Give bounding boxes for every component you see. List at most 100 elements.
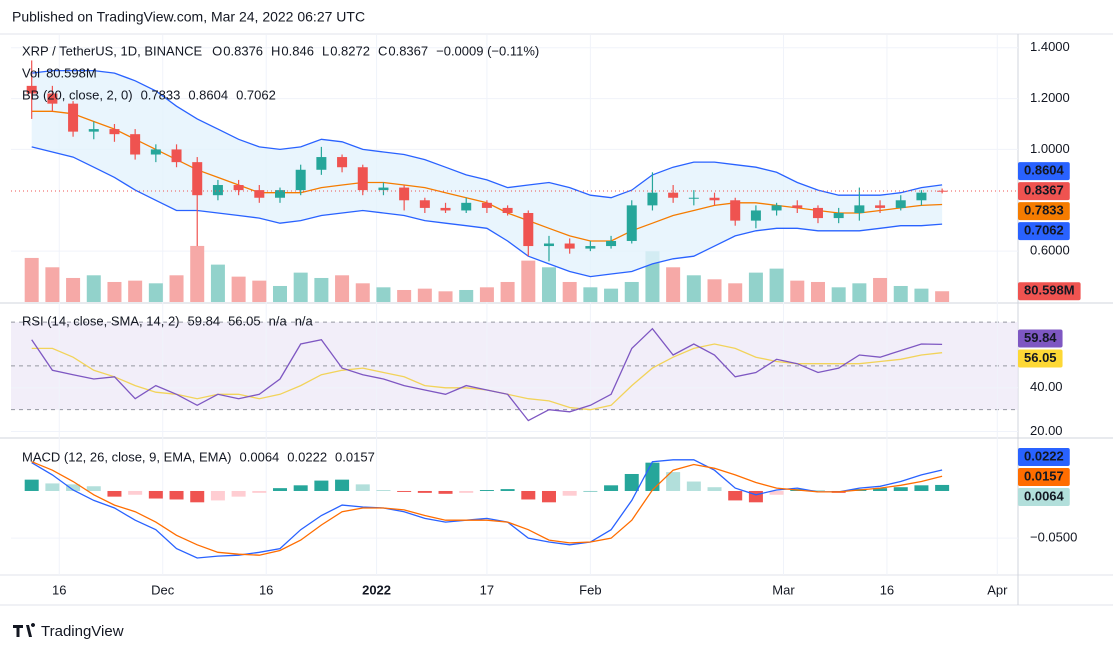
candle-body xyxy=(88,129,99,132)
histogram-bar xyxy=(459,490,474,493)
candle-body xyxy=(585,246,596,249)
histogram-bar xyxy=(479,490,494,491)
volume-bar xyxy=(355,283,370,302)
volume-bar xyxy=(252,280,267,302)
x-tick-label: 16 xyxy=(880,582,894,597)
value-tag: 0.0157 xyxy=(1024,468,1064,483)
histogram-bar xyxy=(438,490,453,494)
histogram-bar xyxy=(914,485,929,491)
volume-bar xyxy=(935,291,950,302)
histogram-bar xyxy=(686,481,701,491)
candle-body xyxy=(502,207,513,213)
band-line xyxy=(31,69,943,199)
value-tag-box xyxy=(1018,162,1070,181)
candle-body xyxy=(192,162,203,196)
histogram-bar xyxy=(810,490,825,491)
volume-bar xyxy=(293,272,308,302)
volume-bar xyxy=(748,272,763,302)
histogram-bar xyxy=(45,483,60,491)
candle-body xyxy=(895,200,906,208)
histogram-bar xyxy=(376,490,391,491)
volume-bar xyxy=(66,277,81,302)
histogram-bar xyxy=(397,490,412,492)
volume-bar xyxy=(417,288,432,302)
candle-body xyxy=(937,190,948,192)
value-tag-box xyxy=(1018,488,1070,507)
volume-bar xyxy=(45,267,60,302)
value-tag-box xyxy=(1018,468,1070,487)
band-fill xyxy=(31,70,943,277)
candle-body xyxy=(419,200,430,208)
legend-prefix: L xyxy=(322,43,329,58)
candle-body xyxy=(812,207,823,219)
candle-body xyxy=(295,169,306,191)
volume-bar xyxy=(686,275,701,302)
legend-na: n/a xyxy=(269,313,288,328)
candle-body xyxy=(212,185,223,196)
histogram-bar xyxy=(272,488,287,491)
volume-bar xyxy=(231,276,246,302)
legend-value: 0.0222 xyxy=(287,449,327,464)
legend-value: 0.846 xyxy=(281,43,314,58)
logo: TradingView xyxy=(13,623,124,640)
legend-title: BB (20, close, 2, 0) xyxy=(22,87,133,102)
legend-value: 0.8272 xyxy=(330,43,370,58)
candle-body xyxy=(254,190,265,198)
volume-bar xyxy=(86,275,101,302)
volume-bar xyxy=(272,285,287,302)
volume-bar xyxy=(562,281,577,302)
legend-title: RSI (14, close, SMA, 14, 2) xyxy=(22,313,180,328)
histogram-bar xyxy=(748,490,763,503)
x-tick-label: 16 xyxy=(259,582,273,597)
legend-prefix: O xyxy=(212,43,222,58)
candle-body xyxy=(378,187,389,191)
histogram-bar xyxy=(355,484,370,491)
histogram-bar xyxy=(417,490,432,493)
value-tag: 0.8604 xyxy=(1024,163,1065,178)
value-tag: 59.84 xyxy=(1024,330,1057,345)
candle-body xyxy=(854,205,865,213)
histogram-bar xyxy=(707,487,722,491)
value-tag: 0.8367 xyxy=(1024,183,1064,198)
candle-body xyxy=(357,167,368,191)
volume-bar xyxy=(914,288,929,302)
candle-body xyxy=(68,103,79,132)
band-fill xyxy=(11,322,1018,410)
candle-body xyxy=(461,202,472,211)
legend-value: 0.8376 xyxy=(223,43,263,58)
candle-body xyxy=(233,185,244,191)
candle-body xyxy=(523,213,534,247)
volume-bar xyxy=(438,291,453,302)
indicator-line xyxy=(31,461,943,556)
y-tick-label: 40.00 xyxy=(1030,379,1063,394)
histogram-bar xyxy=(66,484,81,491)
candle-body xyxy=(26,85,37,94)
legend-value: 0.8367 xyxy=(388,43,428,58)
histogram-bar xyxy=(500,489,515,491)
volume-bar xyxy=(210,264,225,302)
value-tag-box xyxy=(1018,182,1070,201)
volume-bar xyxy=(707,279,722,302)
candle-body xyxy=(771,205,782,211)
candle-body xyxy=(130,134,141,155)
logo-icon xyxy=(13,622,36,637)
candle-body xyxy=(47,93,58,104)
legend-prefix: H xyxy=(271,43,280,58)
histogram-bar xyxy=(335,479,350,491)
volume-bar xyxy=(541,267,556,302)
volume-bar xyxy=(831,287,846,302)
histogram-bar xyxy=(583,490,598,492)
histogram-bar xyxy=(604,485,619,491)
histogram-bar xyxy=(521,490,536,500)
histogram-bar xyxy=(728,490,743,501)
histogram-bar xyxy=(252,490,267,493)
candle-body xyxy=(730,200,741,221)
candle-body xyxy=(150,149,161,155)
legend-value: 56.05 xyxy=(228,313,261,328)
legend-value: 59.84 xyxy=(188,313,221,328)
volume-bar xyxy=(604,288,619,302)
volume-bar xyxy=(148,283,163,302)
legend-value: 80.598M xyxy=(46,65,97,80)
histogram-bar xyxy=(128,490,143,495)
